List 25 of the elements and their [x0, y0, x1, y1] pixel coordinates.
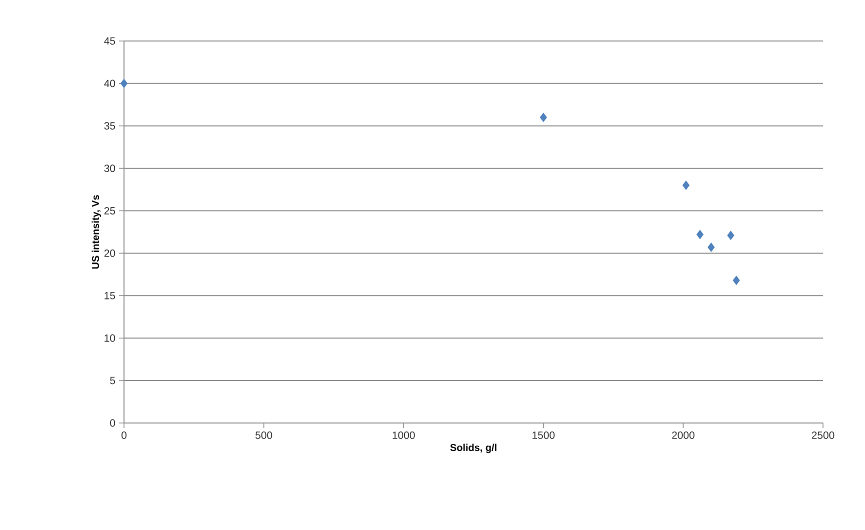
- x-tick-label: 2000: [672, 432, 694, 439]
- x-axis-title: Solids, g/l: [450, 444, 496, 454]
- point: [696, 230, 704, 240]
- y-tick-label: 35: [104, 122, 116, 130]
- x-tick-label: 0: [122, 432, 127, 439]
- x-tick-label: 1000: [392, 432, 415, 439]
- x-tick-label: 2500: [812, 432, 834, 439]
- point: [727, 230, 734, 240]
- y-tick-label: 0: [110, 419, 116, 427]
- y-tick-label: 40: [104, 80, 116, 88]
- point: [708, 242, 715, 252]
- y-tick-label: 10: [104, 334, 116, 342]
- x-tick-label: 500: [256, 432, 272, 439]
- point: [120, 78, 128, 88]
- y-tick-label: 15: [104, 292, 116, 300]
- y-tick-label: 25: [104, 207, 116, 214]
- y-tick-label: 30: [104, 164, 116, 172]
- y-axis-title: US intensity, Vs: [92, 195, 102, 269]
- y-tick-label: 45: [104, 37, 116, 45]
- point: [682, 180, 690, 190]
- y-tick-label: 20: [104, 250, 116, 257]
- point: [540, 112, 547, 122]
- point: [732, 276, 740, 286]
- x-tick-label: 1500: [532, 432, 555, 439]
- y-tick-label: 5: [110, 376, 116, 384]
